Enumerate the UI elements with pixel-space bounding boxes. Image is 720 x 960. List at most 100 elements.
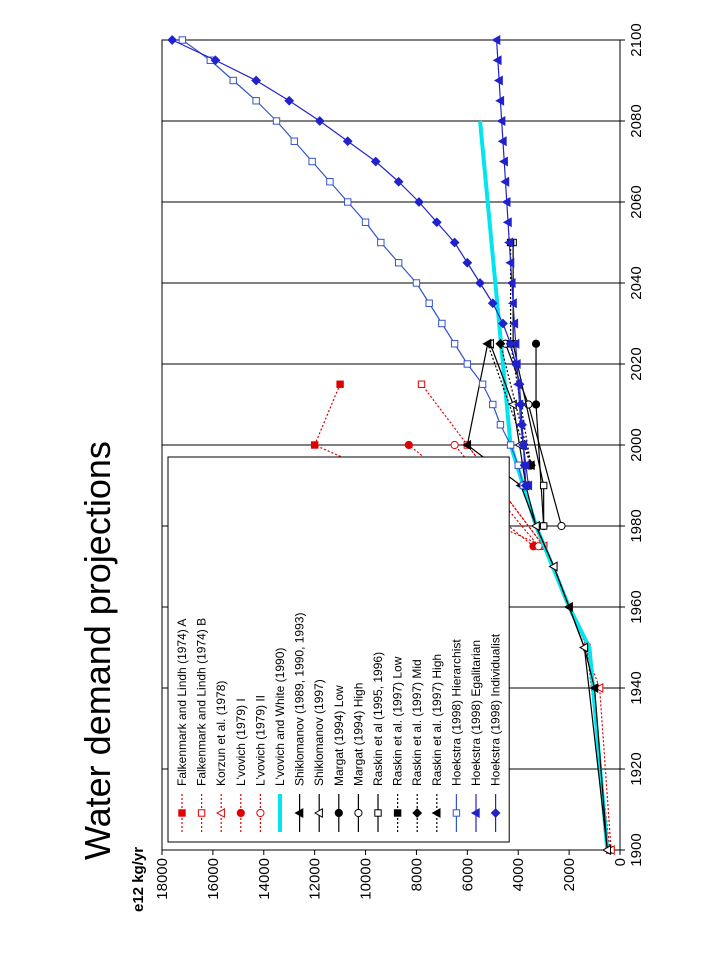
series-point	[534, 542, 543, 551]
series-point	[531, 339, 541, 348]
series-layer	[167, 34, 615, 856]
series-point	[505, 338, 516, 349]
legend-entry: L'vovich and White (1990)	[273, 648, 287, 786]
x-tick-label: 2000	[628, 428, 645, 461]
series-point	[417, 380, 426, 388]
legend-entry: Raskin et al. (1997) Mid	[410, 659, 424, 786]
legend-entry: Hoekstra (1998) Individualist	[489, 633, 503, 786]
legend-entry: L'vovich (1979) II	[253, 695, 267, 786]
series-point	[414, 197, 424, 207]
series-point	[344, 198, 352, 206]
series-point	[294, 807, 304, 819]
series-point	[178, 809, 186, 817]
series-point	[496, 115, 506, 127]
series-point	[334, 808, 343, 818]
series-point	[412, 279, 421, 287]
series-point	[450, 440, 459, 450]
series-point	[229, 76, 237, 85]
legend-entry: Margat (1994) Low	[332, 685, 346, 786]
y-tick-label: 18000	[154, 858, 171, 900]
series-point	[495, 338, 506, 349]
series-point	[499, 156, 508, 167]
series-point	[548, 561, 558, 572]
x-tick-label: 2040	[628, 266, 645, 299]
x-tick-label: 2020	[628, 347, 645, 380]
series-point	[336, 380, 344, 388]
legend-entry: Falkenmark and Lindh (1974) A	[175, 619, 189, 786]
series-point	[290, 137, 299, 145]
series-point	[501, 196, 511, 208]
series-point	[514, 379, 525, 390]
legend-entry: Korzun et al. (1978)	[214, 681, 228, 786]
series-point	[489, 400, 497, 409]
series-point	[342, 136, 353, 147]
legend-entry: Raskin et al. (1997) Low	[391, 656, 405, 786]
series-point	[602, 844, 611, 856]
series-point	[284, 95, 295, 106]
y-tick-label: 6000	[459, 858, 476, 891]
series-point	[178, 36, 187, 44]
x-tick-label: 1960	[628, 590, 645, 623]
x-tick-label: 2100	[628, 23, 645, 56]
series-point	[470, 807, 480, 819]
series-point	[539, 522, 548, 530]
y-tick-label: 16000	[205, 858, 222, 900]
legend-entry: Raskin et al. (1997) High	[430, 654, 444, 786]
series-point	[493, 75, 503, 86]
series	[178, 36, 528, 490]
series-point	[308, 157, 316, 166]
series-point	[487, 298, 498, 309]
series-point	[425, 299, 433, 307]
series-point	[525, 460, 535, 471]
legend-entry: Falkenmark and Lindh (1974) B	[195, 618, 209, 786]
series-point	[507, 298, 517, 309]
series-point	[515, 399, 526, 410]
x-tick-label: 1980	[628, 509, 645, 542]
y-tick-label: 4000	[510, 858, 527, 891]
series-point	[506, 277, 516, 289]
legend-entry: Hoekstra (1998) Hierarchist	[449, 639, 463, 786]
series-point	[431, 217, 442, 228]
series-point	[412, 808, 423, 818]
y-axis-unit-label: e12 kg/yr	[130, 847, 147, 912]
legend-entry: Shiklomanov (1989, 1990, 1993)	[293, 613, 307, 786]
series-point	[492, 55, 502, 66]
x-tick-label: 2060	[628, 185, 645, 218]
series-point	[167, 35, 178, 45]
series-point	[500, 176, 510, 187]
series-point	[251, 75, 262, 86]
series-point	[314, 116, 325, 126]
legend-entry: Shiklomanov (1997)	[312, 679, 326, 786]
series-point	[482, 338, 492, 349]
series-point	[520, 480, 531, 491]
series-point	[252, 97, 260, 105]
x-tick-label: 1940	[628, 671, 645, 704]
series-point	[505, 257, 515, 268]
series-point	[197, 809, 206, 817]
axes: 1900 1920 1940 1960 1980 2000 2020 2040 2060 2080…	[154, 23, 645, 899]
x-tick-label: 2080	[628, 104, 645, 137]
series-point	[310, 441, 319, 449]
series-point	[215, 807, 225, 819]
x-tick-label: 1920	[628, 752, 645, 785]
series-point	[531, 400, 541, 409]
series-point	[530, 520, 540, 532]
series-point	[450, 340, 459, 348]
y-tick-label: 8000	[408, 858, 425, 891]
series-point	[502, 217, 512, 228]
series-point	[431, 807, 441, 819]
series-point	[498, 318, 508, 329]
series-point	[490, 808, 501, 818]
series-point	[272, 117, 281, 125]
legend-entry: Raskin et al (1995, 1996)	[371, 652, 385, 786]
series-point	[393, 176, 404, 187]
series-line	[489, 343, 608, 851]
series-point	[449, 237, 460, 248]
series-point	[510, 359, 521, 369]
legend-entry: Margat (1994) High	[351, 683, 365, 786]
series-point	[506, 441, 515, 449]
series-point	[236, 808, 245, 818]
series-point	[377, 238, 385, 247]
series-point	[519, 460, 530, 471]
